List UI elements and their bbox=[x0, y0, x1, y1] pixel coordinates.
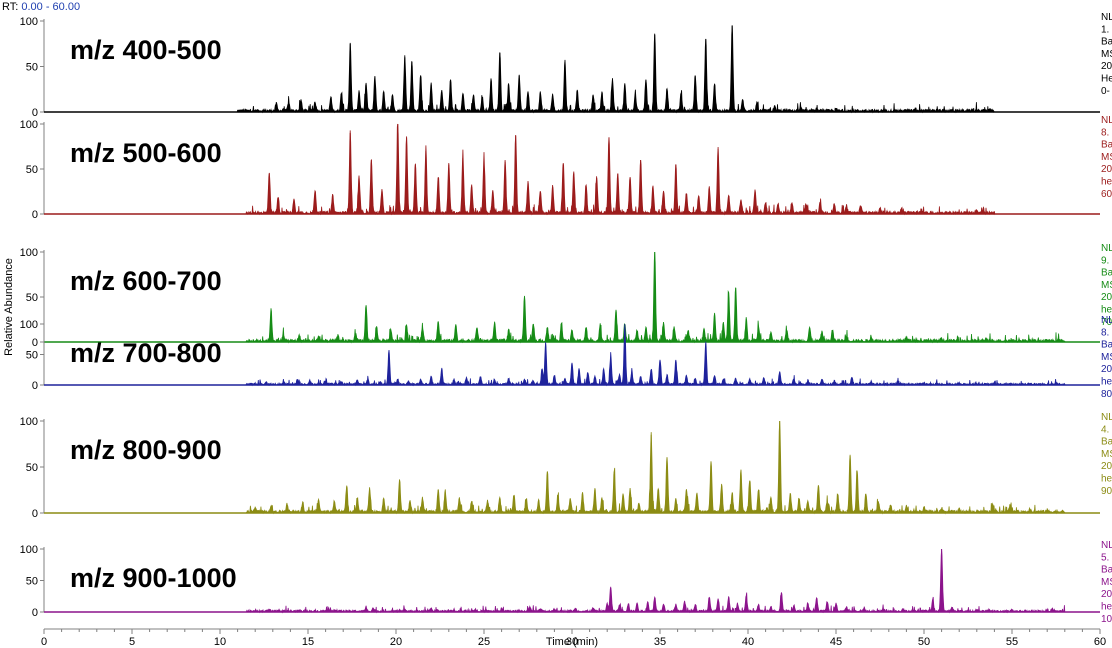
y-tick-label: 0 bbox=[32, 380, 38, 392]
panel-side-info: NL bbox=[1101, 115, 1112, 126]
y-tick-label: 50 bbox=[26, 462, 38, 474]
panel-side-info: he bbox=[1101, 602, 1112, 613]
panel-side-info: MS bbox=[1101, 152, 1112, 163]
y-tick-label: 0 bbox=[32, 209, 38, 221]
y-tick-label: 50 bbox=[26, 350, 38, 362]
panel-side-info: 80 bbox=[1101, 389, 1112, 400]
panel-side-info: 20 bbox=[1101, 461, 1112, 472]
y-axis-title: Relative Abundance bbox=[3, 258, 15, 356]
panel-side-info: he bbox=[1101, 474, 1112, 485]
panel-side-info: 4. bbox=[1101, 424, 1109, 435]
x-tick-label: 35 bbox=[654, 636, 666, 648]
x-tick-label: 40 bbox=[742, 636, 754, 648]
panel-side-info: MS bbox=[1101, 449, 1112, 460]
panel-label: m/z 600-700 bbox=[70, 266, 222, 296]
panel-side-info: MS bbox=[1101, 577, 1112, 588]
y-tick-label: 50 bbox=[26, 164, 38, 176]
panel-side-info: Ba bbox=[1101, 565, 1112, 576]
y-tick-label: 100 bbox=[20, 544, 38, 556]
panel-label: m/z 800-900 bbox=[70, 435, 222, 465]
rt-prefix: RT: bbox=[2, 1, 19, 13]
y-tick-label: 0 bbox=[32, 607, 38, 619]
panel-side-info: NL bbox=[1101, 540, 1112, 551]
x-tick-label: 50 bbox=[918, 636, 930, 648]
panel-side-info: 60 bbox=[1101, 189, 1112, 200]
panel-side-info: 70 bbox=[1101, 317, 1112, 328]
series-trace bbox=[44, 251, 1100, 344]
panel-side-info: 0- bbox=[1101, 86, 1110, 97]
panel-side-info: Ba bbox=[1101, 268, 1112, 279]
panel-side-info: he bbox=[1101, 377, 1112, 388]
panel-label: m/z 500-600 bbox=[70, 138, 222, 168]
panel-side-info: he bbox=[1101, 305, 1112, 316]
x-axis: 0 5 10 15 20 25 30 35 40 45 50 55 60 bbox=[41, 628, 1106, 648]
panel-side-info: 8. bbox=[1101, 327, 1109, 338]
panel-1: 0 50 100 m/z 400-500 NL1. BaMS20 He0- bbox=[20, 12, 1112, 119]
panel-side-info: MS bbox=[1101, 352, 1112, 363]
panel-side-info: he bbox=[1101, 177, 1112, 188]
panel-side-info: NL bbox=[1101, 412, 1112, 423]
panel-side-info: 20 bbox=[1101, 589, 1112, 600]
x-tick-label: 15 bbox=[302, 636, 314, 648]
panel-side-info: 1. bbox=[1101, 24, 1109, 35]
x-axis-title: Time (min) bbox=[546, 636, 598, 648]
series-trace bbox=[44, 123, 1100, 216]
x-tick-label: 60 bbox=[1094, 636, 1106, 648]
panel-side-info: Ba bbox=[1101, 437, 1112, 448]
y-tick-label: 100 bbox=[20, 16, 38, 28]
rt-range-value: 0.00 - 60.00 bbox=[21, 1, 81, 13]
panel-label: m/z 900-1000 bbox=[70, 563, 237, 593]
y-tick-label: 0 bbox=[32, 508, 38, 520]
y-tick-label: 50 bbox=[26, 62, 38, 74]
panel-label: m/z 400-500 bbox=[70, 35, 222, 65]
panel-side-info: NL bbox=[1101, 12, 1112, 23]
series-trace bbox=[44, 548, 1100, 614]
panel-side-info: 5. bbox=[1101, 552, 1109, 563]
panel-side-info: 90 bbox=[1101, 486, 1112, 497]
panel-side-info: He bbox=[1101, 74, 1112, 85]
x-tick-label: 55 bbox=[1006, 636, 1018, 648]
panel-side-info: MS bbox=[1101, 280, 1112, 291]
panel-label: m/z 700-800 bbox=[70, 338, 222, 368]
y-tick-label: 100 bbox=[20, 247, 38, 259]
y-tick-label: 0 bbox=[32, 107, 38, 119]
x-tick-label: 20 bbox=[390, 636, 402, 648]
series-trace bbox=[44, 25, 1100, 114]
panel-side-info: Ba bbox=[1101, 140, 1112, 151]
y-tick-label: 50 bbox=[26, 576, 38, 588]
panel-side-info: NL bbox=[1101, 315, 1112, 326]
y-tick-label: 100 bbox=[20, 119, 38, 131]
panel-side-info: 8. bbox=[1101, 127, 1109, 138]
panel-side-info: NL bbox=[1101, 243, 1112, 254]
x-tick-label: 25 bbox=[478, 636, 490, 648]
panel-side-info: Ba bbox=[1101, 340, 1112, 351]
x-tick-label: 30 bbox=[566, 636, 578, 648]
panel-side-info: 10 bbox=[1101, 614, 1112, 625]
rt-range-label: RT: 0.00 - 60.00 bbox=[2, 1, 80, 13]
panel-side-info: 20 bbox=[1101, 164, 1112, 175]
y-tick-label: 100 bbox=[20, 416, 38, 428]
x-tick-label: 45 bbox=[830, 636, 842, 648]
panel-side-info: Ba bbox=[1101, 37, 1112, 48]
y-tick-label: 100 bbox=[20, 319, 38, 331]
panel-side-info: 20 bbox=[1101, 292, 1112, 303]
x-tick-label: 5 bbox=[129, 636, 135, 648]
series-trace bbox=[44, 420, 1100, 515]
x-tick-label: 10 bbox=[214, 636, 226, 648]
x-tick-label: 0 bbox=[41, 636, 47, 648]
panel-side-info: 9. bbox=[1101, 255, 1109, 266]
panel-side-info: 20 bbox=[1101, 364, 1112, 375]
y-tick-label: 50 bbox=[26, 292, 38, 304]
panel-side-info: MS bbox=[1101, 49, 1112, 60]
y-tick-label: 0 bbox=[32, 337, 38, 349]
panel-side-info: 20 bbox=[1101, 61, 1112, 72]
